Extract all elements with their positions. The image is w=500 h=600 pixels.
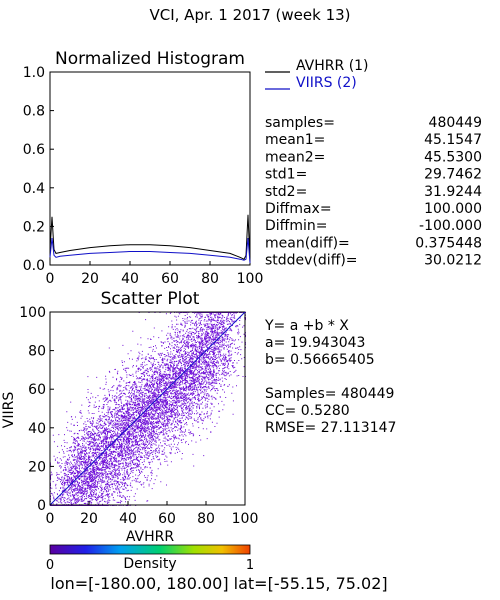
scatter-frame bbox=[49, 311, 246, 506]
scatter-ytick-label: 0 bbox=[37, 498, 46, 514]
page-title: VCI, Apr. 1 2017 (week 13) bbox=[149, 6, 350, 24]
stat-label: mean1= bbox=[265, 132, 325, 148]
regression-line: b= 0.56665405 bbox=[265, 352, 375, 368]
histogram-plot bbox=[49, 71, 251, 266]
stat-value: -100.000 bbox=[419, 218, 482, 234]
scatter-ytick-label: 60 bbox=[28, 382, 46, 398]
regression-line: CC= 0.5280 bbox=[265, 403, 350, 419]
stat-label: stddev(diff)= bbox=[265, 253, 358, 269]
scatter-title: Scatter Plot bbox=[101, 289, 200, 309]
hist-ytick-label: 0.6 bbox=[23, 142, 45, 158]
stat-value: 45.5300 bbox=[424, 149, 482, 165]
stat-value: 45.1547 bbox=[424, 132, 482, 148]
stat-label: Diffmin= bbox=[265, 218, 327, 234]
stat-value: 30.0212 bbox=[424, 253, 482, 269]
stat-value: 31.9244 bbox=[424, 184, 482, 200]
footer-coordinates: lon=[-180.00, 180.00] lat=[-55.15, 75.02… bbox=[50, 574, 387, 593]
scatter-point-cloud bbox=[50, 312, 246, 506]
scatter-ytick-label: 40 bbox=[28, 421, 46, 437]
legend-label-avhrr: AVHRR (1) bbox=[296, 58, 369, 74]
scatter-ylabel: VIIRS bbox=[1, 392, 17, 429]
scatter-ytick-label: 80 bbox=[28, 344, 46, 360]
scatter-ytick-label: 20 bbox=[28, 459, 46, 475]
hist-ytick-label: 0.2 bbox=[23, 219, 45, 235]
stat-label: samples= bbox=[265, 115, 335, 131]
stat-label: Diffmax= bbox=[265, 201, 332, 217]
hist-series-avhrr bbox=[49, 214, 251, 262]
scatter-xlabel: AVHRR bbox=[126, 529, 175, 545]
hist-ytick-label: 1.0 bbox=[23, 65, 45, 81]
histogram-ticks: 0 20 40 60 80 100 0.0 0.2 0.4 0.6 0.8 1.0 bbox=[23, 65, 264, 287]
stat-label: mean2= bbox=[265, 149, 325, 165]
scatter-xtick-label: 100 bbox=[232, 511, 259, 527]
statistics-block: samples= 480449 mean1= 45.1547 mean2= 45.5300… bbox=[265, 115, 482, 269]
scatter-ticks: 0 20 40 60 80 100 0 20 40 60 80 100 bbox=[19, 305, 258, 527]
stat-value: 0.375448 bbox=[415, 235, 482, 251]
scatter-points bbox=[50, 312, 246, 506]
stat-value: 100.000 bbox=[424, 201, 482, 217]
hist-xtick-label: 80 bbox=[201, 271, 219, 287]
stat-label: mean(diff)= bbox=[265, 235, 350, 251]
density-colorbar bbox=[49, 544, 251, 555]
scatter-ytick-label: 100 bbox=[19, 305, 46, 321]
legend-label-viirs: VIIRS (2) bbox=[296, 75, 357, 91]
regression-line: RMSE= 27.113147 bbox=[265, 420, 396, 436]
hist-ytick-label: 0.0 bbox=[23, 258, 45, 274]
scatter-xtick-label: 20 bbox=[80, 511, 98, 527]
regression-line: a= 19.943043 bbox=[265, 335, 365, 351]
regression-line: Y= a +b * X bbox=[264, 318, 349, 334]
colorbar-min-label: 0 bbox=[46, 558, 54, 573]
hist-xtick-label: 0 bbox=[46, 271, 55, 287]
legend: AVHRR (1) VIIRS (2) bbox=[265, 58, 369, 91]
colorbar-max-label: 1 bbox=[246, 558, 254, 573]
scatter-xtick-label: 80 bbox=[197, 511, 215, 527]
hist-xtick-label: 60 bbox=[161, 271, 179, 287]
colorbar-label: Density bbox=[123, 556, 176, 572]
stat-value: 29.7462 bbox=[424, 167, 482, 183]
histogram-title: Normalized Histogram bbox=[55, 49, 245, 69]
histogram-frame bbox=[49, 71, 251, 266]
hist-xtick-label: 20 bbox=[81, 271, 99, 287]
one-to-one-line bbox=[49, 311, 246, 506]
stat-value: 480449 bbox=[429, 115, 482, 131]
hist-ytick-label: 0.8 bbox=[23, 104, 45, 120]
hist-xtick-label: 100 bbox=[237, 271, 264, 287]
histogram-series bbox=[49, 214, 251, 264]
scatter-xtick-label: 40 bbox=[119, 511, 137, 527]
hist-xtick-label: 40 bbox=[121, 271, 139, 287]
regression-line: Samples= 480449 bbox=[265, 386, 394, 402]
scatter-xtick-label: 60 bbox=[158, 511, 176, 527]
scatter-xtick-label: 0 bbox=[46, 511, 55, 527]
hist-ytick-label: 0.4 bbox=[23, 181, 45, 197]
stat-label: std2= bbox=[265, 184, 307, 200]
stat-label: std1= bbox=[265, 167, 307, 183]
hist-series-viirs bbox=[49, 237, 251, 264]
